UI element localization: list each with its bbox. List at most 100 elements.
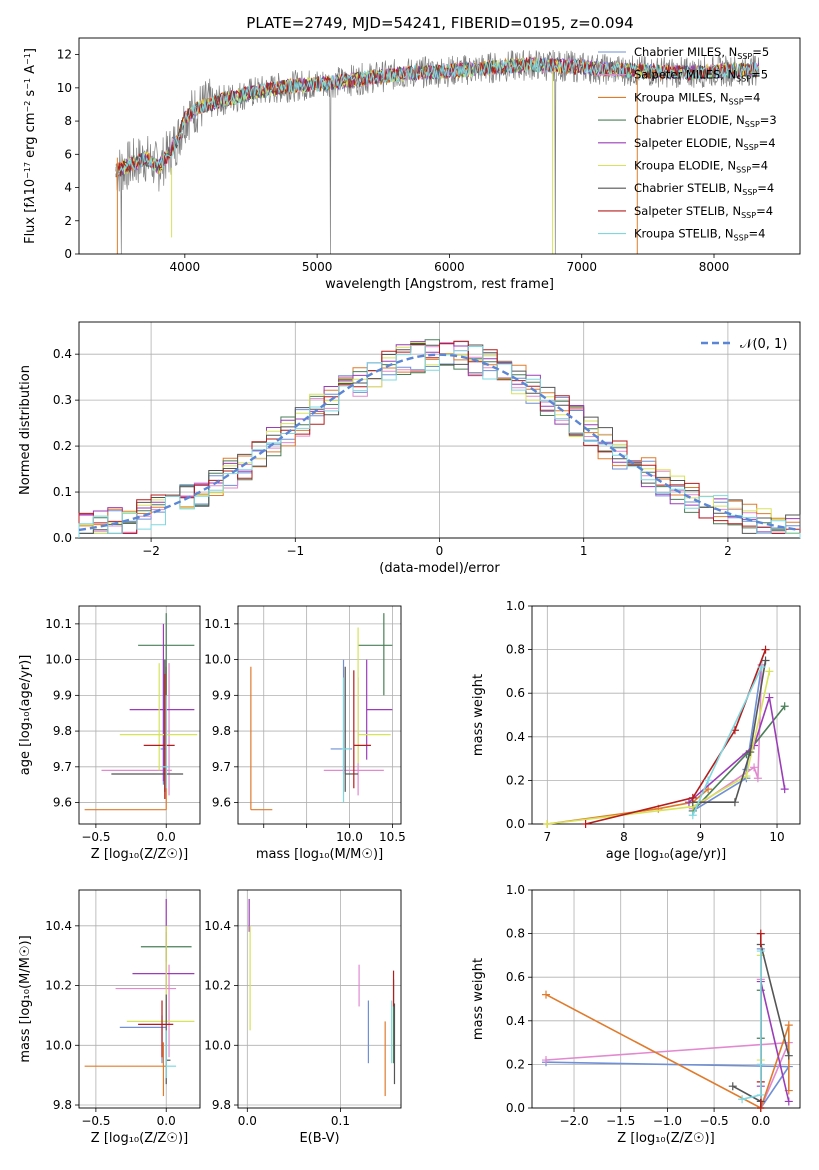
weight-marker	[750, 763, 759, 772]
y-tick-label: 9.8	[212, 724, 231, 738]
x-tick-label: −1.0	[653, 1114, 682, 1128]
legend-entry: Salpeter MILES, NSSP=5	[598, 68, 768, 84]
weight-marker	[543, 820, 552, 828]
x-axis-label: wavelength [Angstrom, rest frame]	[325, 277, 554, 292]
weight-marker	[756, 1060, 765, 1069]
x-tick-label: 0.0	[751, 1114, 770, 1128]
weight-marker	[746, 748, 755, 757]
axes-frame	[237, 605, 402, 825]
legend-label: Kroupa ELODIE, NSSP=4	[634, 159, 768, 175]
weight-line	[692, 664, 763, 810]
y-tick-label: 0.8	[506, 643, 525, 657]
y-tick-label: 10.2	[45, 979, 72, 993]
x-tick-label: −0.5	[81, 830, 110, 844]
x-axis-label: Z [log₁₀(Z/Z☉)]	[91, 847, 188, 862]
legend-sub: SSP	[741, 211, 756, 220]
y-axis-label: mass weight	[471, 958, 486, 1040]
y-tick-label: 0	[64, 247, 72, 261]
legend-sub: SSP	[745, 120, 760, 129]
x-tick-label: 0.0	[157, 1114, 176, 1128]
errorbar-point	[129, 623, 195, 782]
y-axis-label: Normed distribution	[18, 365, 33, 495]
weight-marker	[784, 1021, 793, 1030]
errorbar-point	[344, 666, 359, 792]
y-tick-label: 0.2	[506, 1057, 525, 1071]
weight-line	[741, 951, 762, 1101]
x-tick-label: −2.0	[559, 1114, 588, 1128]
weight-marker	[756, 929, 765, 938]
spectrum-lines	[115, 49, 760, 254]
y-tick-label: 0.3	[53, 393, 72, 407]
legend-sub: SSP	[734, 234, 749, 243]
legend-entry: Salpeter ELODIE, NSSP=4	[598, 136, 776, 152]
weight-marker	[761, 645, 770, 654]
y-tick-label: 10	[57, 81, 72, 95]
axes-frame	[78, 321, 801, 539]
y-tick-label: 9.8	[53, 724, 72, 738]
errorbar-point	[138, 613, 195, 696]
panel-age-z: −0.5 0.0 9.6 9.7 9.8 9.9 10.0 10.1 Z [log₁₀(Z/Z☉…	[18, 605, 201, 862]
histogram-salpeter-stelib	[78, 340, 801, 538]
weight-marker	[730, 798, 739, 807]
legend-label: Salpeter STELIB, NSSP=4	[634, 204, 773, 220]
weight-marker	[542, 990, 551, 999]
x-tick-label: 5000	[302, 260, 333, 274]
x-axis-label: Z [log₁₀(Z/Z☉)]	[91, 1131, 188, 1146]
y-axis-label: Flux [fλ10−17 erg cm−2 s−1 A−1]	[23, 48, 39, 244]
legend-eq: =4	[749, 227, 766, 241]
axes-frame	[78, 605, 201, 825]
y-tick-label: 0.6	[506, 970, 525, 984]
x-tick-label: 8	[620, 830, 628, 844]
x-tick-label: −2	[142, 544, 160, 558]
legend: 𝒩(0, 1)	[701, 337, 787, 352]
legend-eq: =4	[756, 204, 773, 218]
x-tick-label: −1.5	[606, 1114, 635, 1128]
gaussian-curve	[78, 353, 801, 532]
y-tick-label: 0.4	[53, 347, 72, 361]
legend-eq: =4	[744, 90, 761, 104]
legend-label: Chabrier MILES, NSSP=5	[634, 45, 769, 61]
legend-entry: Chabrier MILES, NSSP=5	[598, 45, 769, 61]
x-axis-label: E(B-V)	[299, 1131, 339, 1146]
y-tick-label: 9.7	[53, 760, 72, 774]
panel-weight-age: 7 8 9 10 0.0 0.2 0.4 0.6 0.8 1.0 age [log₁₀(age/yr…	[471, 599, 801, 862]
y-axis-label: age [log₁₀(age/yr)]	[18, 655, 33, 776]
model-spectrum-kroupa-stelib	[115, 57, 759, 177]
y-tick-label: 12	[57, 48, 72, 62]
legend-label: Chabrier STELIB, NSSP=4	[634, 181, 774, 197]
errorbar-point	[143, 673, 175, 799]
legend-sub: SSP	[736, 166, 751, 175]
y-tick-label: 6	[64, 147, 72, 161]
weight-marker	[753, 774, 762, 783]
legend-entry: Salpeter STELIB, NSSP=4	[598, 204, 773, 220]
x-tick-label: 1	[580, 544, 588, 558]
legend-eq: =5	[751, 68, 768, 82]
legend-entry: Kroupa STELIB, NSSP=4	[598, 227, 765, 243]
weight-marker	[688, 811, 697, 820]
figure-title: PLATE=2749, MJD=54241, FIBERID=0195, z=0…	[246, 14, 633, 32]
x-tick-label: 4000	[170, 260, 201, 274]
x-tick-label: 9	[697, 830, 705, 844]
y-tick-label: 9.8	[212, 1098, 231, 1112]
x-tick-label: 10	[769, 830, 784, 844]
errorbar-point	[165, 1030, 177, 1079]
weight-marker	[784, 1097, 793, 1106]
y-axis-label: mass [log₁₀(M/M☉)]	[18, 935, 33, 1062]
x-tick-label: 0.1	[331, 1114, 350, 1128]
errorbar-point	[250, 666, 273, 811]
weight-marker	[756, 1090, 765, 1099]
legend-sub: SSP	[744, 143, 759, 152]
errorbar-point	[119, 663, 198, 771]
y-tick-label: 0.0	[506, 817, 525, 831]
y-tick-label: 1.0	[506, 599, 525, 613]
y-tick-label: 0.0	[506, 1101, 525, 1115]
weight-marker	[757, 663, 766, 672]
axes-frame	[78, 37, 801, 255]
y-tick-label: 0.2	[506, 773, 525, 787]
x-tick-label: −0.5	[700, 1114, 729, 1128]
legend-label: Chabrier ELODIE, NSSP=3	[634, 113, 777, 129]
weight-marker	[704, 776, 713, 785]
weight-marker	[761, 656, 770, 665]
x-tick-label: 8000	[699, 260, 730, 274]
legend-eq: =4	[759, 136, 776, 150]
